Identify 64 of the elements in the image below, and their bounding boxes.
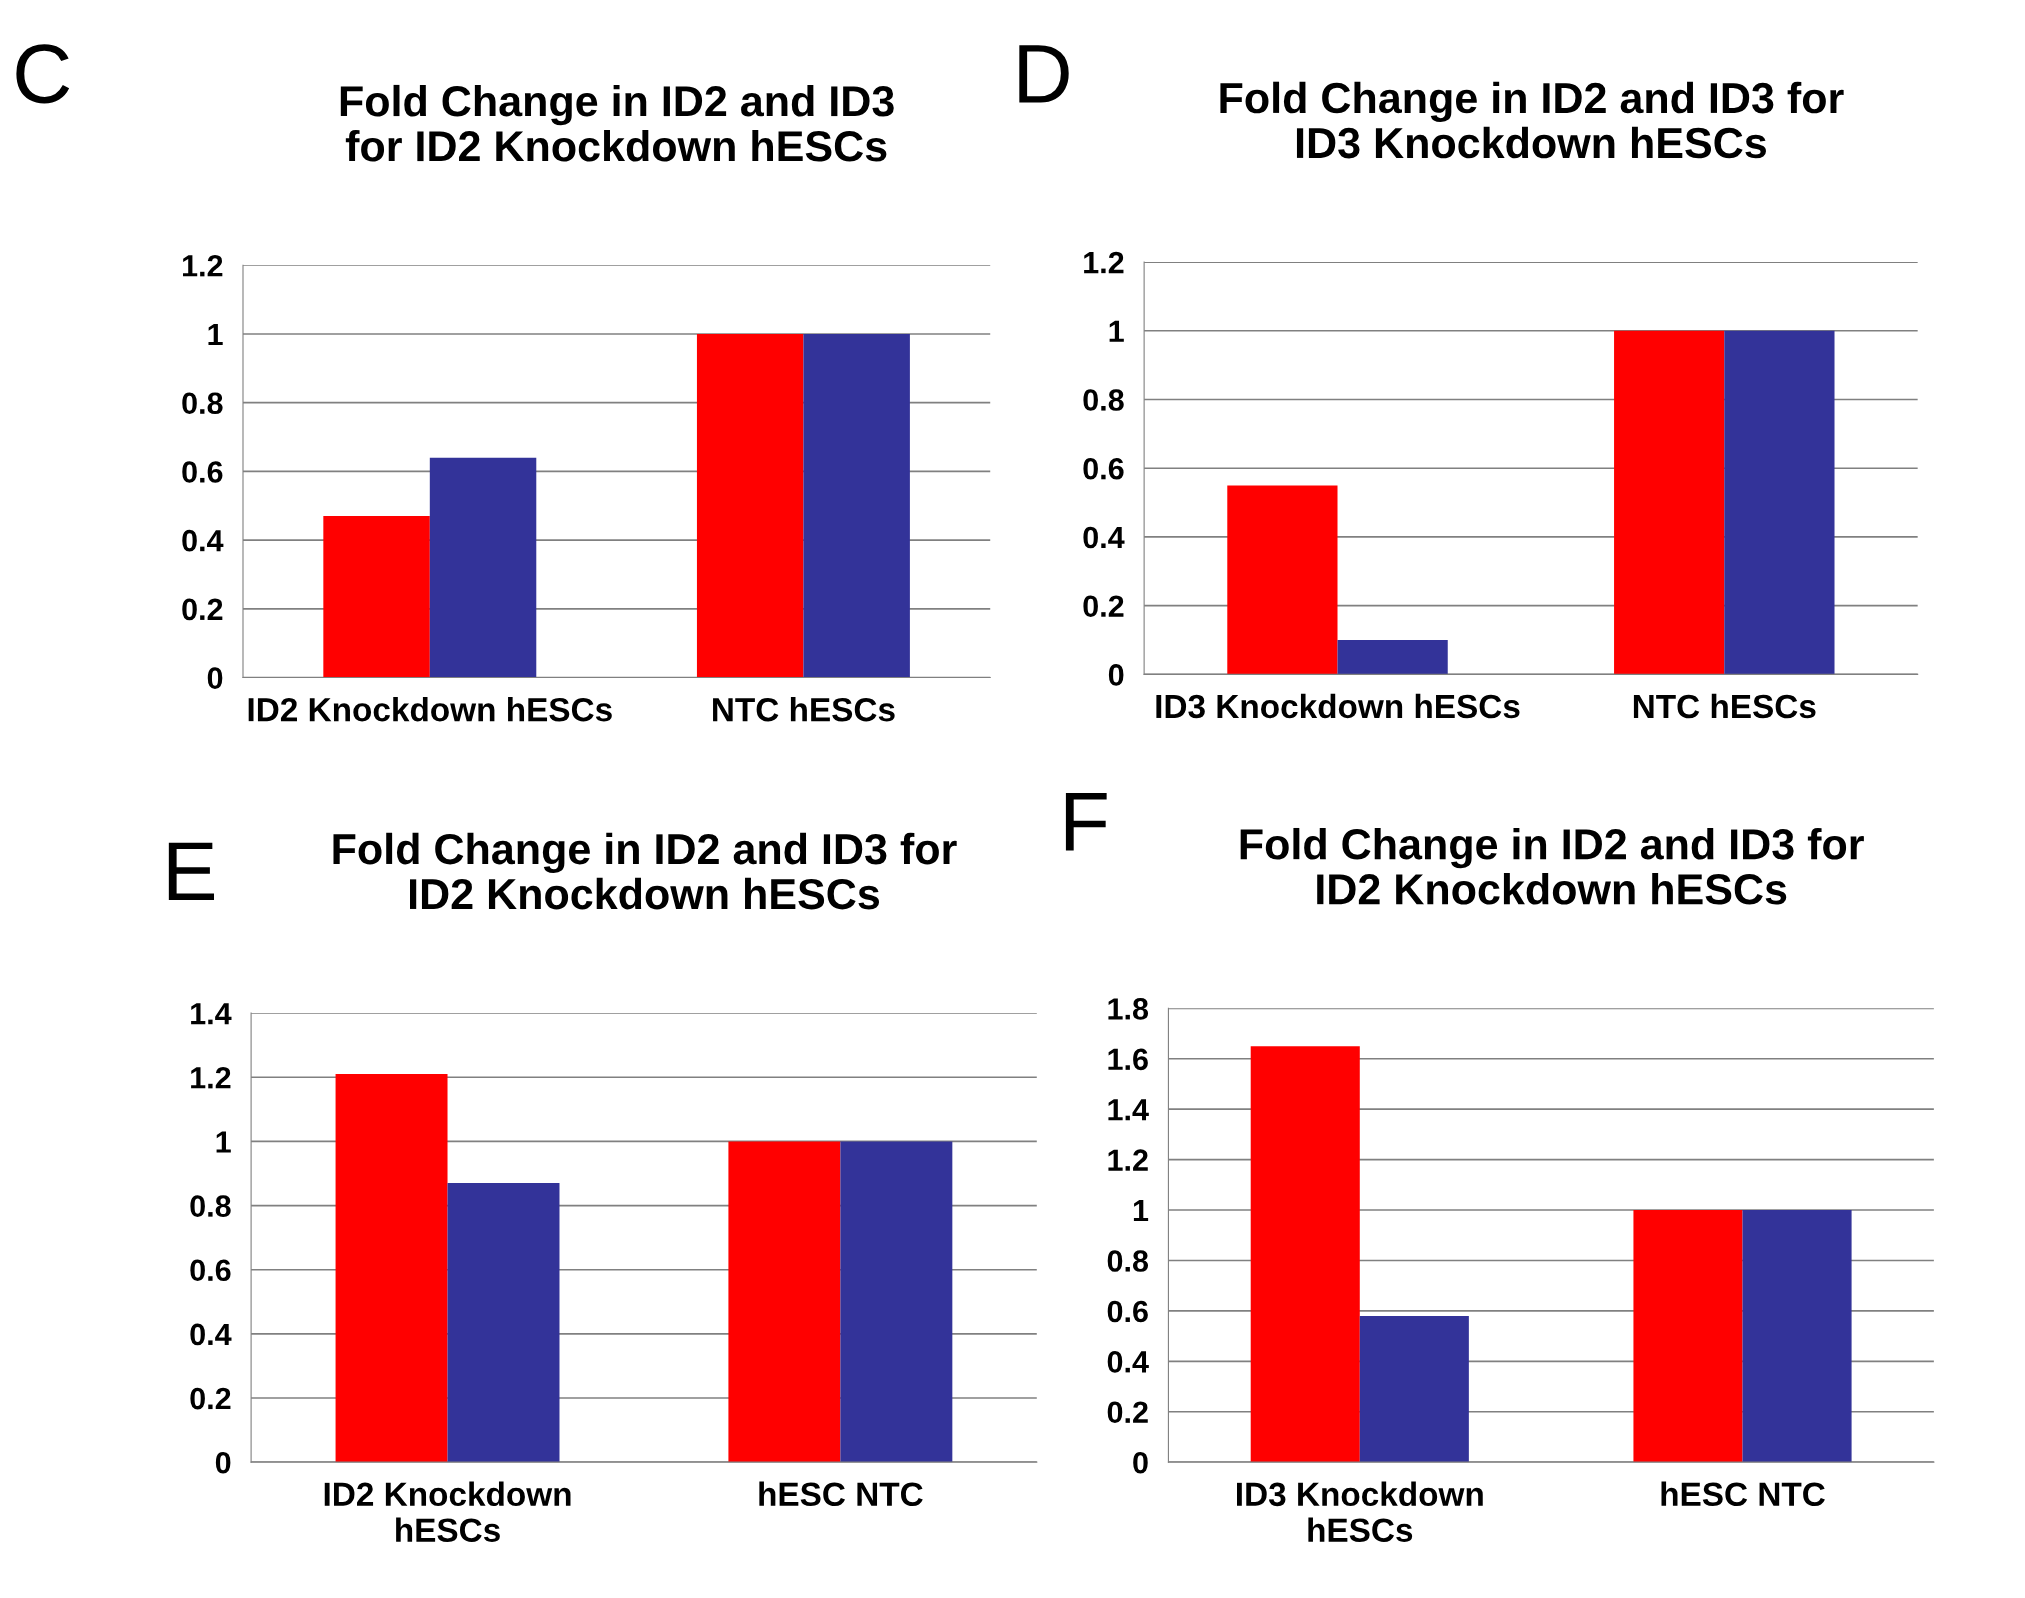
y-tick-label: 0.4 (1083, 526, 1125, 549)
bar (1337, 640, 1448, 675)
x-tick-label: NTC hESCs (1633, 693, 1816, 719)
y-tick-label: 1 (1109, 320, 1124, 342)
x-tick-label: ID2 Knockdown hESCs (248, 697, 612, 722)
y-tick-label: 0.8 (190, 1195, 231, 1217)
chart-title: Fold Change in ID2 and ID3 for ID2 Knockdown hESCs (340, 84, 894, 162)
text: D (1019, 45, 1069, 103)
bar (1742, 1210, 1852, 1463)
y-tick-label: 0.4 (190, 1323, 232, 1346)
y-tick-label: 1.2 (1084, 251, 1124, 274)
bar (1614, 330, 1725, 675)
text: E (168, 842, 215, 900)
y-tick-label: 0.2 (1107, 1401, 1148, 1424)
bar (323, 516, 430, 678)
y-tick-label: 0 (215, 1451, 231, 1474)
bar (447, 1183, 560, 1463)
y-tick-label: 0.6 (1083, 457, 1124, 480)
y-tick-label: 0 (1133, 1451, 1148, 1474)
text: C (16, 44, 70, 104)
bar (429, 457, 537, 678)
bar (335, 1074, 448, 1463)
bar (840, 1141, 953, 1463)
y-tick-label: 0.6 (182, 461, 223, 483)
bar (1724, 330, 1835, 675)
bar (1227, 485, 1338, 675)
y-tick-label: 1 (1133, 1200, 1149, 1222)
y-tick-label: 0.6 (190, 1259, 231, 1282)
y-tick-label: 0.2 (1083, 595, 1124, 618)
y-tick-label: 0 (1108, 664, 1124, 686)
x-tick-label: hESC NTC (1661, 1481, 1825, 1507)
y-tick-label: 1.8 (1108, 998, 1149, 1020)
y-tick-label: 1.6 (1108, 1048, 1148, 1071)
y-tick-label: 1.2 (1108, 1149, 1148, 1171)
y-tick-label: 0.2 (190, 1387, 231, 1410)
chart-title: Fold Change in ID2 and ID3 for ID2 Knockdown hESCs (333, 832, 957, 910)
y-tick-label: 0.6 (1107, 1300, 1148, 1323)
y-tick-label: 1.4 (191, 1003, 232, 1025)
bar (1250, 1046, 1360, 1463)
bar (728, 1141, 841, 1463)
y-tick-label: 0.2 (182, 598, 223, 621)
x-tick-label: ID3 Knockdown hESCs (1156, 693, 1520, 719)
y-tick-label: 0 (207, 667, 223, 689)
y-tick-label: 1.2 (183, 255, 223, 277)
x-tick-label: hESC NTC (759, 1481, 923, 1507)
y-tick-label: 0.8 (1107, 1250, 1149, 1272)
y-tick-label: 0.8 (1083, 389, 1124, 411)
y-tick-label: 0.4 (1107, 1351, 1149, 1373)
chart-title: Fold Change in ID2 and ID3 for ID3 Knockdown hESCs (1220, 81, 1844, 159)
y-tick-label: 1 (216, 1131, 231, 1153)
bar (803, 333, 910, 678)
bar (1633, 1210, 1743, 1463)
y-tick-label: 1.2 (191, 1067, 231, 1089)
y-tick-label: 0.8 (182, 392, 223, 415)
bar (1359, 1315, 1469, 1463)
y-tick-label: 1 (208, 324, 223, 346)
y-tick-label: 0.4 (182, 529, 224, 552)
bar (696, 333, 804, 678)
x-tick-label: ID3 Knockdown hESCs (1237, 1481, 1483, 1542)
chart-title: Fold Change in ID2 and ID3 for ID2 Knockdown hESCs (1240, 827, 1864, 905)
x-tick-label: ID2 Knockdown hESCs (324, 1481, 571, 1542)
x-tick-label: NTC hESCs (713, 697, 895, 722)
text: F (1065, 793, 1107, 851)
y-tick-label: 1.4 (1108, 1099, 1149, 1121)
